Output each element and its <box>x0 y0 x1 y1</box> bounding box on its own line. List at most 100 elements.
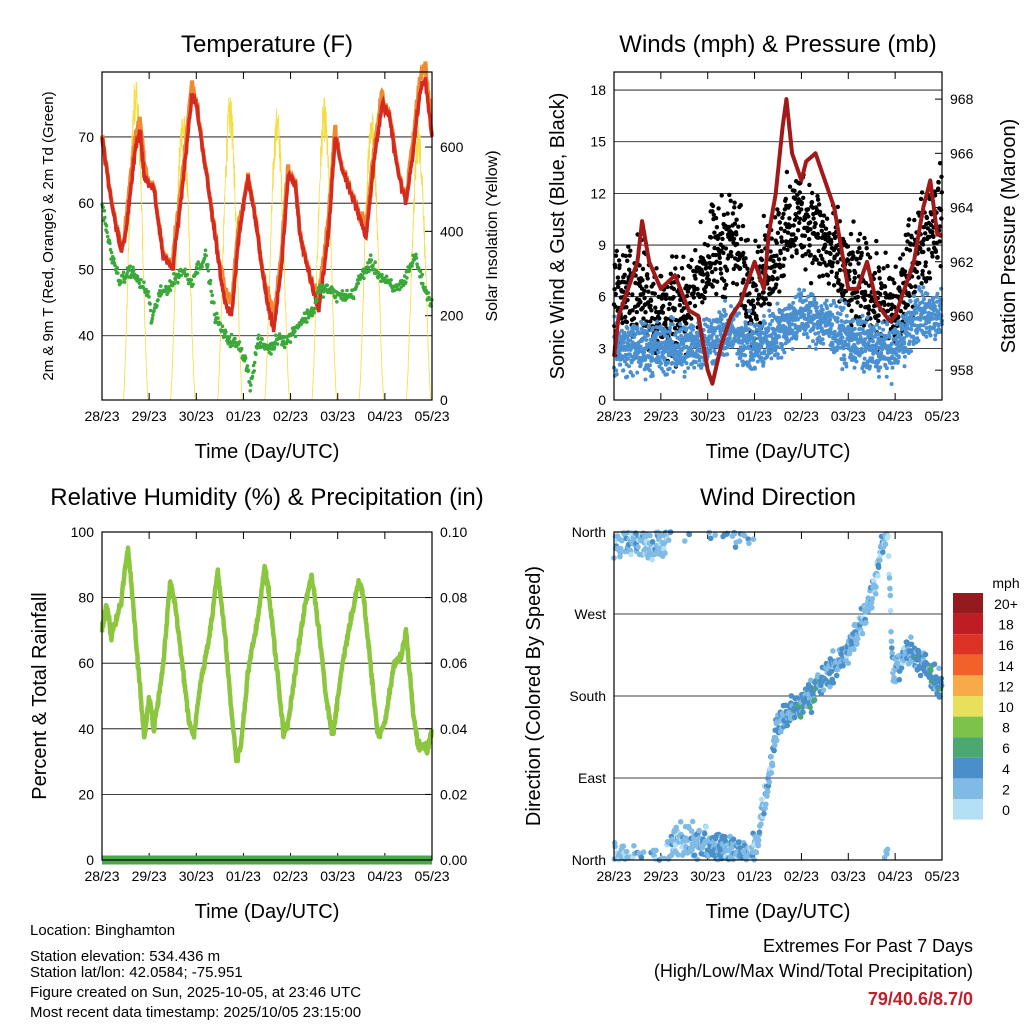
wind-point <box>677 342 682 347</box>
gust-point <box>913 284 918 289</box>
gust-point <box>833 234 838 239</box>
dewpoint-point <box>333 294 338 299</box>
wind-point <box>879 332 884 337</box>
gust-point <box>623 253 628 259</box>
direction-point <box>703 824 709 830</box>
dewpoint-point <box>185 272 190 277</box>
direction-point <box>689 847 695 853</box>
direction-xtick-label: 29/23 <box>643 868 678 884</box>
dewpoint-point <box>239 346 244 351</box>
wind-point <box>880 320 885 325</box>
gust-point <box>695 286 700 292</box>
gust-point <box>782 207 788 212</box>
footer-location: Location: Binghamton <box>30 922 175 939</box>
wind-point <box>807 344 812 349</box>
wind-point <box>827 334 832 339</box>
direction-ylabel: Direction (Colored By Speed) <box>523 566 545 826</box>
direction-point <box>773 737 780 744</box>
wind-point <box>757 324 762 329</box>
dewpoint-point <box>312 310 316 315</box>
gust-point <box>659 274 664 279</box>
wind-point <box>844 313 849 318</box>
gust-point <box>830 264 835 269</box>
gust-point <box>771 258 776 264</box>
wind-point <box>828 303 833 308</box>
direction-point <box>869 604 875 611</box>
gust-point <box>710 203 716 209</box>
dewpoint-point <box>312 306 317 311</box>
gust-point <box>767 286 772 291</box>
direction-point <box>898 665 905 671</box>
humidity-ytick-right-label: 0.10 <box>440 524 467 540</box>
dewpoint-point <box>315 298 319 303</box>
gust-point <box>648 298 654 303</box>
gust-point <box>829 239 834 245</box>
direction-point <box>661 546 667 552</box>
direction-point <box>917 672 924 679</box>
gust-point <box>893 264 898 269</box>
legend-label: 20+ <box>994 596 1018 612</box>
gust-point <box>755 249 760 255</box>
gust-point <box>927 276 933 281</box>
gust-point <box>921 249 926 255</box>
gust-point <box>827 231 832 236</box>
gust-point <box>909 235 914 240</box>
gust-point <box>701 272 706 277</box>
gust-point <box>923 260 928 265</box>
gust-point <box>640 278 645 283</box>
gust-point <box>781 263 786 268</box>
footer-elevation: Station elevation: 534.436 m <box>30 948 220 965</box>
wind-point <box>665 334 670 339</box>
gust-point <box>644 284 649 289</box>
gust-point <box>837 267 843 273</box>
direction-point <box>792 695 798 702</box>
gust-point <box>811 216 816 221</box>
wind-point <box>790 330 795 334</box>
wind-point <box>751 357 756 362</box>
temperature-ytick-label: 70 <box>78 129 94 145</box>
gust-point <box>826 281 831 286</box>
gust-point <box>714 225 720 230</box>
gust-point <box>777 220 783 225</box>
wind-point <box>682 374 687 379</box>
dewpoint-point <box>102 209 107 213</box>
wind-point <box>884 374 889 379</box>
gust-point <box>930 254 935 259</box>
dewpoint-point <box>380 272 384 277</box>
wind-point <box>708 350 713 355</box>
wind-point <box>906 326 911 331</box>
direction-point <box>884 851 890 857</box>
direction-point <box>827 683 833 690</box>
direction-point <box>764 793 770 799</box>
dewpoint-point <box>248 389 252 393</box>
direction-point <box>873 584 879 590</box>
gust-point <box>828 251 833 256</box>
direction-point <box>763 801 769 807</box>
direction-point <box>768 753 774 760</box>
dewpoint-point <box>152 309 156 313</box>
gust-point <box>781 211 786 217</box>
gust-point <box>720 231 725 236</box>
direction-point <box>772 742 778 749</box>
gust-point <box>756 292 762 297</box>
gust-point <box>763 296 768 302</box>
dewpoint-point <box>146 290 151 294</box>
direction-point <box>931 661 938 667</box>
dewpoint-point <box>151 313 155 318</box>
dewpoint-point <box>121 270 126 275</box>
dewpoint-point <box>293 329 297 334</box>
direction-point <box>761 810 767 817</box>
gust-point <box>914 269 919 274</box>
temperature-ytick-label: 40 <box>78 328 94 344</box>
gust-point <box>721 212 727 217</box>
wind-point <box>768 322 773 327</box>
dewpoint-point <box>206 262 210 267</box>
dewpoint-point <box>279 336 284 340</box>
dewpoint-point <box>368 253 373 257</box>
wind-point <box>678 322 683 327</box>
direction-point <box>647 532 653 539</box>
dewpoint-point <box>389 278 393 282</box>
temperature-ytick-right-label: 200 <box>440 308 464 324</box>
winds-xlabel: Time (Day/UTC) <box>706 441 851 463</box>
gust-point <box>768 249 773 254</box>
